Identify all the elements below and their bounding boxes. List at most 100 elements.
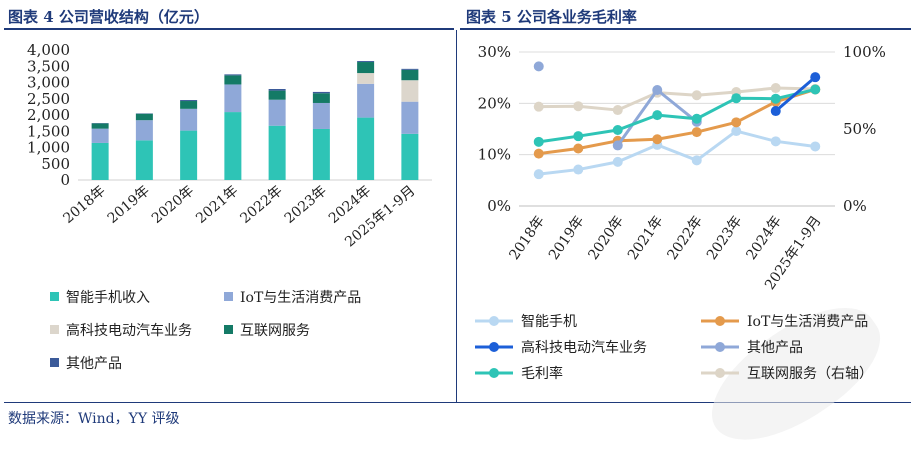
source-note: 数据来源：Wind，YY 评级: [8, 408, 180, 428]
legend-label: 毛利率: [521, 365, 563, 382]
y-tick-label: 20%: [478, 94, 511, 112]
y-tick-label: 500: [41, 155, 70, 173]
data-point: [613, 105, 623, 115]
data-point: [534, 169, 544, 179]
y-tick-label: 1,000: [27, 139, 70, 157]
data-point: [652, 134, 662, 144]
legend-swatch: [50, 358, 59, 367]
y-tick-label: 0%: [487, 197, 511, 215]
data-point: [731, 126, 741, 136]
data-point: [573, 144, 583, 154]
x-tick-label: 2022年: [664, 213, 706, 263]
data-point: [534, 149, 544, 159]
legend-label: 高科技电动汽车业务: [66, 322, 192, 339]
bar-segment: [92, 129, 109, 143]
legend-label: 智能手机收入: [66, 290, 150, 306]
y-tick-label: 2,500: [27, 90, 70, 108]
data-point: [692, 127, 702, 137]
legend-marker: [489, 368, 499, 378]
legend-label: IoT与生活消费产品: [747, 314, 868, 330]
legend-marker: [489, 342, 499, 352]
legend-label: IoT与生活消费产品: [240, 290, 361, 306]
bar-segment: [224, 75, 241, 84]
y2-tick-label: 100%: [843, 43, 886, 61]
bar-segment: [357, 73, 374, 84]
legend-swatch: [224, 292, 233, 301]
bar-segment: [357, 61, 374, 62]
legend-label: 其他产品: [66, 356, 122, 372]
bar-segment: [313, 103, 330, 129]
y-tick-label: 3,000: [27, 74, 70, 92]
legend-swatch: [50, 292, 59, 301]
data-point: [534, 137, 544, 147]
data-point: [771, 136, 781, 146]
legend-label: 互联网服务: [240, 323, 310, 339]
y-tick-label: 0: [60, 171, 70, 189]
right-chart-title: 图表 5 公司各业务毛利率: [466, 6, 637, 27]
bar-segment: [313, 129, 330, 180]
data-point: [534, 61, 544, 71]
bar-segment: [401, 80, 418, 101]
bar-segment: [224, 74, 241, 75]
bar-segment: [180, 100, 197, 101]
bar-segment: [313, 93, 330, 103]
legend-label: 其他产品: [747, 340, 803, 356]
data-point: [652, 110, 662, 120]
data-point: [810, 72, 820, 82]
data-point: [771, 106, 781, 116]
data-point: [613, 125, 623, 135]
bar-segment: [224, 84, 241, 112]
legend-label: 互联网服务（右轴）: [747, 366, 873, 382]
y-tick-label: 2,000: [27, 106, 70, 124]
bar-segment: [224, 112, 241, 180]
data-point: [613, 140, 623, 150]
data-point: [731, 117, 741, 127]
data-point: [692, 90, 702, 100]
bar-segment: [401, 134, 418, 180]
data-point: [692, 155, 702, 165]
legend-marker: [715, 342, 725, 352]
y-tick-label: 1,500: [27, 122, 70, 140]
data-point: [573, 101, 583, 111]
y-tick-label: 30%: [478, 43, 511, 61]
data-point: [771, 94, 781, 104]
data-point: [692, 114, 702, 124]
x-tick-label: 2019年: [546, 213, 588, 263]
bar-segment: [180, 101, 197, 109]
y2-tick-label: 50%: [843, 120, 876, 138]
legend-marker: [489, 316, 499, 326]
y2-tick-label: 0%: [843, 197, 867, 215]
bar-segment: [401, 69, 418, 70]
x-tick-label: 2023年: [704, 213, 746, 263]
data-point: [731, 93, 741, 103]
bar-segment: [136, 114, 153, 121]
bar-segment: [136, 140, 153, 180]
data-point: [573, 165, 583, 175]
legend-label: 智能手机: [521, 314, 577, 330]
bar-segment: [269, 91, 286, 100]
plot-background: [519, 52, 835, 206]
bar-segment: [357, 118, 374, 180]
x-tick-label: 2018年: [506, 213, 548, 263]
left-chart-title: 图表 4 公司营收结构（亿元）: [8, 6, 209, 27]
bar-segment: [269, 100, 286, 126]
data-point: [810, 141, 820, 151]
y-tick-label: 10%: [478, 146, 511, 164]
data-point: [534, 102, 544, 112]
bar-segment: [357, 62, 374, 73]
bar-segment: [269, 89, 286, 91]
x-tick-label: 2020年: [585, 213, 627, 263]
legend-swatch: [224, 325, 233, 334]
legend-label: 高科技电动汽车业务: [521, 339, 647, 356]
revenue-stacked-bar-chart: 05001,0001,5002,0002,5003,0003,5004,0002…: [0, 30, 456, 402]
x-tick-label: 2024年: [743, 213, 785, 263]
bar-segment: [180, 109, 197, 131]
y-tick-label: 3,500: [27, 57, 70, 75]
legend-swatch: [50, 325, 59, 334]
bar-segment: [401, 70, 418, 80]
data-point: [771, 83, 781, 93]
bar-segment: [357, 84, 374, 118]
data-point: [573, 131, 583, 141]
data-point: [810, 84, 820, 94]
legend-marker: [715, 316, 725, 326]
